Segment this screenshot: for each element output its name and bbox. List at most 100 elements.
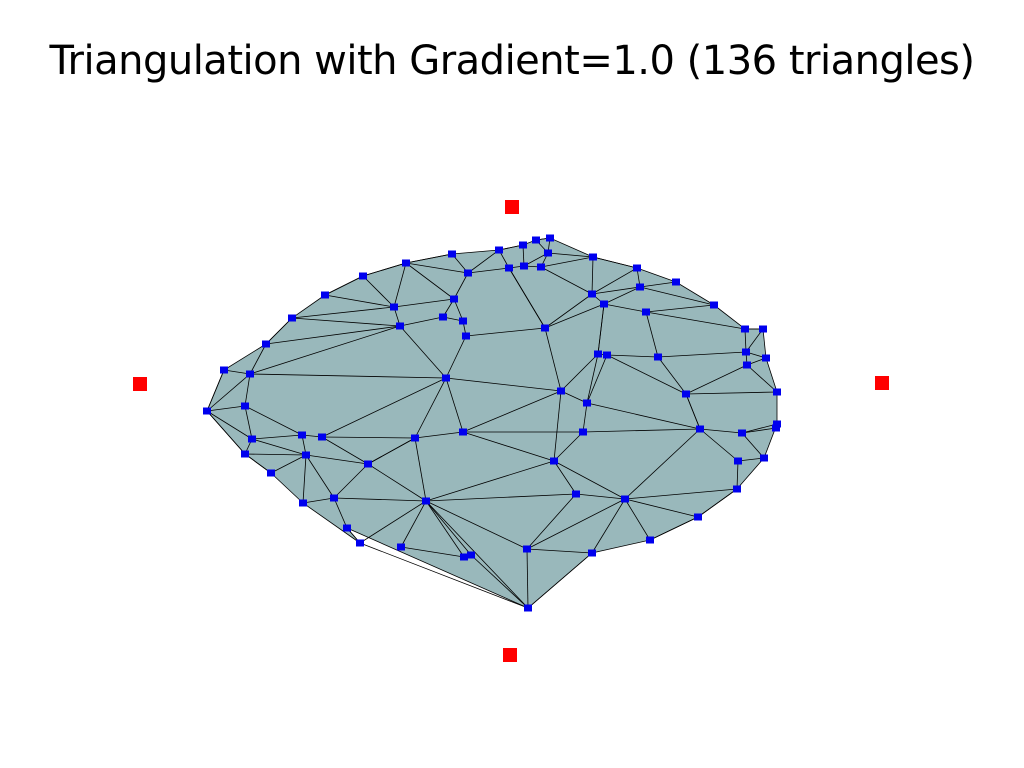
mesh-vertex <box>397 543 405 551</box>
mesh-vertex <box>642 308 650 316</box>
mesh-edge <box>206 410 253 440</box>
mesh-edge <box>591 256 594 295</box>
mesh-vertex <box>524 604 532 612</box>
mesh-edge <box>414 431 464 439</box>
constraint-point <box>503 648 517 662</box>
mesh-edge <box>544 303 605 329</box>
mesh-edge <box>741 423 778 434</box>
mesh-edge <box>508 267 546 329</box>
mesh-edge <box>745 328 764 353</box>
mesh-vertex <box>600 300 608 308</box>
plot-title: Triangulation with Gradient=1.0 (136 tri… <box>49 38 975 84</box>
mesh-edge <box>393 298 455 308</box>
mesh-edge <box>736 460 739 490</box>
mesh-edge <box>249 373 447 379</box>
mesh-edge <box>321 436 369 465</box>
mesh-edge <box>367 437 416 465</box>
mesh-vertex <box>550 457 558 465</box>
mesh-vertex <box>772 424 780 432</box>
mesh-edge <box>206 410 246 455</box>
mesh-vertex <box>439 313 447 321</box>
mesh-edge <box>362 275 395 308</box>
mesh-edge <box>603 286 641 305</box>
mesh-vertex <box>733 485 741 493</box>
mesh-vertex <box>318 433 326 441</box>
mesh-vertices <box>203 234 781 612</box>
mesh-edge <box>333 497 348 529</box>
mesh-edge <box>324 294 395 308</box>
mesh-edge <box>206 405 246 412</box>
mesh-vertex <box>262 340 270 348</box>
mesh-vertex <box>523 545 531 553</box>
mesh-edge <box>560 353 599 392</box>
constraint-point <box>505 200 519 214</box>
mesh-edge <box>657 356 687 395</box>
mesh-vertex <box>411 434 419 442</box>
mesh-edge <box>445 335 467 379</box>
mesh-edge <box>333 497 427 502</box>
mesh-edge <box>526 493 577 550</box>
mesh-vertex <box>422 497 430 505</box>
mesh-edge <box>553 460 577 495</box>
mesh-edge <box>624 498 699 518</box>
mesh-edge <box>586 354 608 404</box>
mesh-vertex <box>734 457 742 465</box>
mesh-edge <box>445 377 562 392</box>
mesh-vertex <box>396 322 404 330</box>
constraint-point <box>133 377 147 391</box>
mesh-vertex <box>589 253 597 261</box>
mesh-edge <box>399 316 444 327</box>
mesh-edge <box>526 548 529 609</box>
mesh-vertex <box>302 451 310 459</box>
mesh-edge <box>453 272 469 300</box>
mesh-edge <box>591 498 626 554</box>
mesh-edge <box>393 262 407 308</box>
mesh-edge <box>244 373 251 407</box>
mesh-vertex <box>495 246 503 254</box>
mesh-edge <box>547 252 594 258</box>
mesh-vertex <box>248 435 256 443</box>
mesh-edge <box>540 266 593 295</box>
mesh-edge <box>324 275 364 296</box>
mesh-vertex <box>459 428 467 436</box>
mesh-edge <box>540 256 594 268</box>
mesh-edge <box>586 402 701 430</box>
mesh-edge <box>553 460 626 500</box>
mesh-edge <box>362 262 407 277</box>
mesh-vertex <box>359 272 367 280</box>
mesh-edge <box>649 516 699 541</box>
mesh-edge <box>591 286 641 295</box>
mesh-edge <box>526 548 593 554</box>
mesh-edge <box>244 405 303 436</box>
mesh-vertex <box>762 354 770 362</box>
mesh-vertex <box>603 351 611 359</box>
mesh-edge <box>685 391 778 395</box>
mesh-edge <box>453 298 464 322</box>
mesh-vertex <box>460 553 468 561</box>
mesh-edge <box>270 454 307 474</box>
mesh-edge <box>603 303 647 313</box>
mesh-edge <box>582 428 701 433</box>
mesh-vertex <box>330 494 338 502</box>
mesh-vertex <box>773 420 781 428</box>
mesh-edge <box>737 457 765 462</box>
constraint-point <box>875 376 889 390</box>
mesh-vertex <box>557 387 565 395</box>
mesh-edge <box>467 267 510 274</box>
mesh-vertex <box>546 234 554 242</box>
mesh-vertex <box>462 332 470 340</box>
mesh-vertex <box>760 454 768 462</box>
mesh-edge <box>291 306 395 319</box>
mesh-vertex <box>532 236 540 244</box>
mesh-edge <box>544 327 562 392</box>
mesh-edge <box>265 317 293 345</box>
mesh-edge <box>586 353 599 404</box>
mesh-edge <box>425 500 528 550</box>
mesh-vertex <box>288 314 296 322</box>
mesh-edge <box>445 377 464 433</box>
mesh-vertex <box>298 431 306 439</box>
mesh-edge <box>645 311 659 358</box>
mesh-edge <box>425 500 465 558</box>
mesh-vertex <box>588 549 596 557</box>
